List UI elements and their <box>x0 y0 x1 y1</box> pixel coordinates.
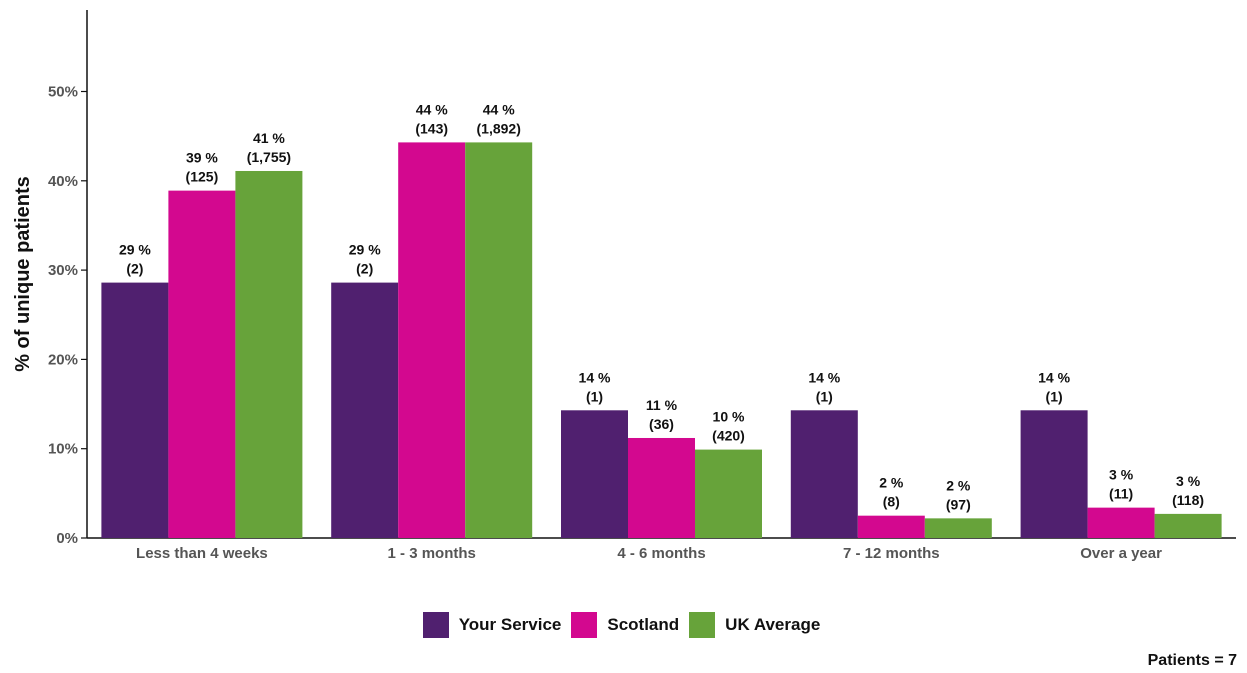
data-label-count: (97) <box>946 496 971 512</box>
y-tick-label: 0% <box>56 530 78 547</box>
data-label-count: (1) <box>1046 388 1063 404</box>
category-label: 4 - 6 months <box>617 545 705 562</box>
data-label-count: (143) <box>415 120 448 136</box>
legend-swatch <box>422 612 449 638</box>
data-label-percent: 41 % <box>253 130 285 146</box>
legend-label: UK Average <box>725 615 821 634</box>
data-label-count: (2) <box>126 261 143 277</box>
bar[interactable] <box>168 190 236 539</box>
legend-item-your-service[interactable]: Your Service <box>422 612 562 638</box>
data-label-count: (36) <box>649 416 674 432</box>
legend-label: Scotland <box>607 615 680 634</box>
data-labels: 29 % (2) 39 % (125) 41 % (1,755) 29 % (2) 44 % (1… <box>119 101 1204 512</box>
bar[interactable] <box>790 410 858 538</box>
bar-chart: % of unique patients 0% 10% 20% 30% 40% 50% 2… <box>12 10 1236 562</box>
bar[interactable] <box>101 282 169 538</box>
bar[interactable] <box>465 142 533 538</box>
bar[interactable] <box>1087 507 1155 538</box>
legend-item-scotland[interactable]: Scotland <box>571 612 679 638</box>
data-label-percent: 14 % <box>808 369 840 385</box>
category-label: 1 - 3 months <box>388 545 476 562</box>
data-label-percent: 2 % <box>879 475 904 491</box>
data-label-percent: 44 % <box>483 101 515 117</box>
y-tick-label: 50% <box>48 84 78 101</box>
data-label-count: (1,892) <box>477 120 521 136</box>
data-label-percent: 10 % <box>713 409 745 425</box>
data-label-percent: 11 % <box>646 397 678 413</box>
data-label-percent: 3 % <box>1176 473 1201 489</box>
data-label-count: (11) <box>1109 486 1133 502</box>
bar[interactable] <box>561 410 628 538</box>
data-label-percent: 2 % <box>946 477 971 493</box>
bar[interactable] <box>398 142 466 538</box>
bar[interactable] <box>1020 410 1088 538</box>
bar[interactable] <box>857 515 925 538</box>
data-label-count: (2) <box>356 261 373 277</box>
category-label: 7 - 12 months <box>843 545 940 562</box>
data-label-count: (118) <box>1172 492 1204 508</box>
y-tick-label: 40% <box>48 173 78 190</box>
bar[interactable] <box>331 282 399 538</box>
bar[interactable] <box>1154 513 1222 538</box>
y-ticks: 0% 10% 20% 30% 40% 50% <box>48 84 87 547</box>
patients-count: Patients = 7 <box>1147 652 1237 669</box>
data-label-count: (1) <box>586 388 603 404</box>
data-label-count: (125) <box>186 169 219 185</box>
bar[interactable] <box>235 170 303 539</box>
data-label-percent: 39 % <box>186 150 218 166</box>
data-label-count: (1,755) <box>247 149 291 165</box>
data-label-percent: 3 % <box>1109 467 1134 483</box>
legend-item-uk-average[interactable]: UK Average <box>689 612 820 638</box>
data-label-percent: 44 % <box>416 101 448 117</box>
bar[interactable] <box>924 518 992 538</box>
y-tick-label: 30% <box>48 262 78 279</box>
legend: Your Service Scotland UK Average <box>0 612 1247 638</box>
data-label-percent: 14 % <box>579 369 611 385</box>
data-label-count: (8) <box>883 494 900 510</box>
data-label-count: (1) <box>816 388 833 404</box>
y-tick-label: 10% <box>48 441 78 458</box>
data-label-percent: 29 % <box>349 242 381 258</box>
bar[interactable] <box>628 437 695 538</box>
category-label: Over a year <box>1080 545 1162 562</box>
legend-swatch <box>571 612 598 638</box>
category-label: Less than 4 weeks <box>136 545 268 562</box>
bars <box>101 142 1222 539</box>
data-label-percent: 29 % <box>119 242 151 258</box>
y-tick-label: 20% <box>48 351 78 368</box>
legend-label: Your Service <box>458 615 562 634</box>
bar[interactable] <box>695 449 762 538</box>
data-label-percent: 14 % <box>1038 369 1070 385</box>
y-axis-title: % of unique patients <box>12 176 34 372</box>
legend-swatch <box>689 612 716 638</box>
data-label-count: (420) <box>712 428 745 444</box>
category-labels: Less than 4 weeks 1 - 3 months 4 - 6 month… <box>136 545 1162 562</box>
